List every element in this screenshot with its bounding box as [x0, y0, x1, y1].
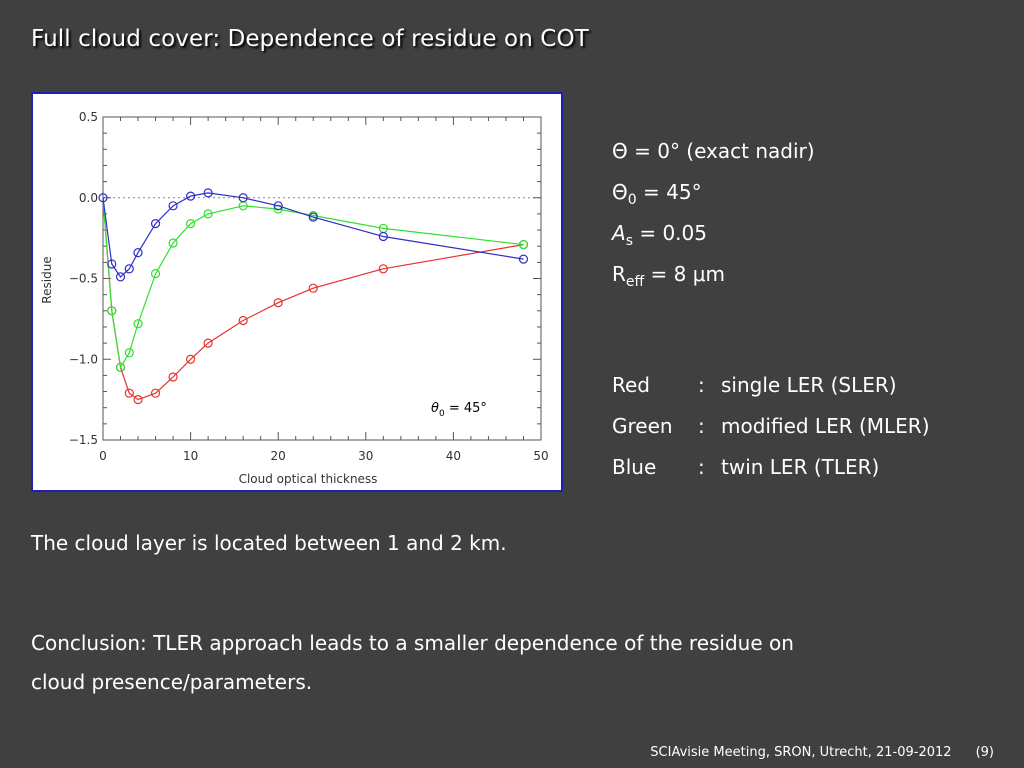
legend-description: single LER (SLER): [721, 373, 897, 397]
data-point-green: [203, 209, 213, 219]
param-theta0: Θ0 = 45°: [612, 172, 815, 213]
data-point-green: [150, 269, 161, 279]
param-theta0-sub: 0: [627, 192, 637, 208]
param-theta0-value: = 45°: [636, 180, 702, 204]
y-tick-label: 0.5: [79, 110, 98, 124]
data-point-red: [124, 388, 134, 398]
data-point-green: [107, 306, 117, 316]
series-line-blue: [102, 192, 524, 278]
data-point-green: [273, 204, 283, 214]
data-point-green: [186, 218, 196, 229]
param-reff-sub: eff: [625, 274, 645, 290]
legend-description: modified LER (MLER): [721, 414, 930, 438]
axis-ticks: 0 10 20 30 40 50 0.5 0.0 −0.5 −1.0 −1.5: [69, 110, 549, 463]
data-point-green: [115, 362, 126, 372]
annotation-value: = 45°: [445, 401, 487, 416]
theta0-annotation: θ0 = 45°: [431, 401, 487, 419]
data-point-red: [238, 315, 248, 326]
slide-title: Full cloud cover: Dependence of residue …: [31, 26, 589, 52]
param-albedo-value: = 0.05: [632, 221, 707, 245]
data-point-red: [186, 354, 196, 364]
legend-color-name: Green: [612, 414, 673, 438]
annotation-sub: 0: [439, 409, 445, 419]
series-red: [102, 197, 529, 405]
x-tick-label: 50: [533, 449, 548, 463]
data-point-blue: [186, 191, 196, 201]
data-point-blue: [107, 259, 117, 269]
x-tick-label: 40: [446, 449, 461, 463]
data-point-green: [133, 319, 143, 329]
x-tick-label: 30: [358, 449, 373, 463]
x-tick-label: 0: [99, 449, 107, 463]
data-point-blue: [308, 212, 318, 222]
data-point-red: [273, 298, 283, 308]
x-axis-label: Cloud optical thickness: [239, 472, 378, 486]
param-reff: Reff = 8 μm: [612, 254, 815, 295]
param-reff-symbol: R: [612, 262, 626, 286]
series-line-green: [102, 197, 524, 370]
data-point-green: [168, 238, 178, 248]
legend-description: twin LER (TLER): [721, 455, 880, 479]
data-point-blue: [150, 218, 161, 229]
slide-footer: SCIAvisie Meeting, SRON, Utrecht, 21-09-…: [650, 745, 994, 760]
legend-item-red: Red : single LER (SLER): [612, 365, 930, 406]
y-tick-label: −1.5: [69, 433, 98, 447]
x-tick-label: 10: [183, 449, 198, 463]
data-point-blue: [238, 193, 248, 203]
chart-frame: 0 10 20 30 40 50 0.5 0.0 −0.5 −1.0 −1.5 Cloud opti…: [31, 92, 563, 492]
plot-area: [102, 116, 542, 441]
data-point-origin: [98, 193, 108, 203]
data-point-red: [378, 264, 388, 274]
legend-color-name: Blue: [612, 455, 657, 479]
legend-separator: :: [698, 414, 705, 438]
legend-color-name: Red: [612, 373, 650, 397]
data-point-blue: [124, 264, 134, 274]
param-albedo-symbol: A: [612, 221, 626, 245]
series-group: [98, 188, 529, 405]
cloud-layer-note: The cloud layer is located between 1 and…: [31, 531, 507, 555]
param-theta: Θ = 0° (exact nadir): [612, 139, 815, 163]
data-point-blue: [168, 201, 178, 211]
data-point-red: [203, 338, 213, 348]
data-point-green: [124, 348, 134, 358]
data-point-blue: [133, 248, 143, 258]
series-line-red: [102, 197, 524, 401]
parameter-list: Θ = 0° (exact nadir) Θ0 = 45° As = 0.05 …: [612, 131, 815, 295]
param-albedo-sub: s: [625, 233, 633, 249]
param-reff-value: = 8 μm: [644, 262, 725, 286]
data-point-red: [150, 388, 161, 398]
param-albedo: As = 0.05: [612, 213, 815, 254]
annotation-symbol: θ: [431, 401, 439, 416]
data-point-green: [518, 239, 529, 250]
data-point-blue: [115, 272, 126, 282]
legend-item-blue: Blue : twin LER (TLER): [612, 447, 930, 488]
series-blue: [102, 188, 529, 282]
page-number: (9): [975, 745, 994, 760]
data-point-blue: [273, 201, 283, 211]
param-theta0-symbol: Θ: [612, 180, 628, 204]
x-tick-label: 20: [271, 449, 286, 463]
residue-chart: 0 10 20 30 40 50 0.5 0.0 −0.5 −1.0 −1.5 Cloud opti…: [40, 110, 549, 486]
color-legend: Red : single LER (SLER) Green : modified…: [612, 365, 930, 488]
legend-separator: :: [698, 455, 705, 479]
footer-text: SCIAvisie Meeting, SRON, Utrecht, 21-09-…: [650, 745, 952, 760]
data-point-blue: [378, 231, 388, 242]
data-point-red: [168, 372, 178, 382]
data-point-blue: [203, 188, 213, 198]
data-point-red: [133, 395, 143, 405]
legend-separator: :: [698, 373, 705, 397]
conclusion-line-1: Conclusion: TLER approach leads to a sma…: [31, 631, 794, 655]
y-axis-label: Residue: [40, 256, 54, 303]
y-tick-label: −1.0: [69, 352, 98, 366]
legend-item-green: Green : modified LER (MLER): [612, 406, 930, 447]
y-tick-label: −0.5: [69, 272, 98, 286]
data-point-blue: [518, 254, 529, 264]
y-tick-label: 0.0: [79, 191, 98, 205]
data-point-red: [308, 283, 318, 293]
conclusion-line-2: cloud presence/parameters.: [31, 670, 313, 694]
